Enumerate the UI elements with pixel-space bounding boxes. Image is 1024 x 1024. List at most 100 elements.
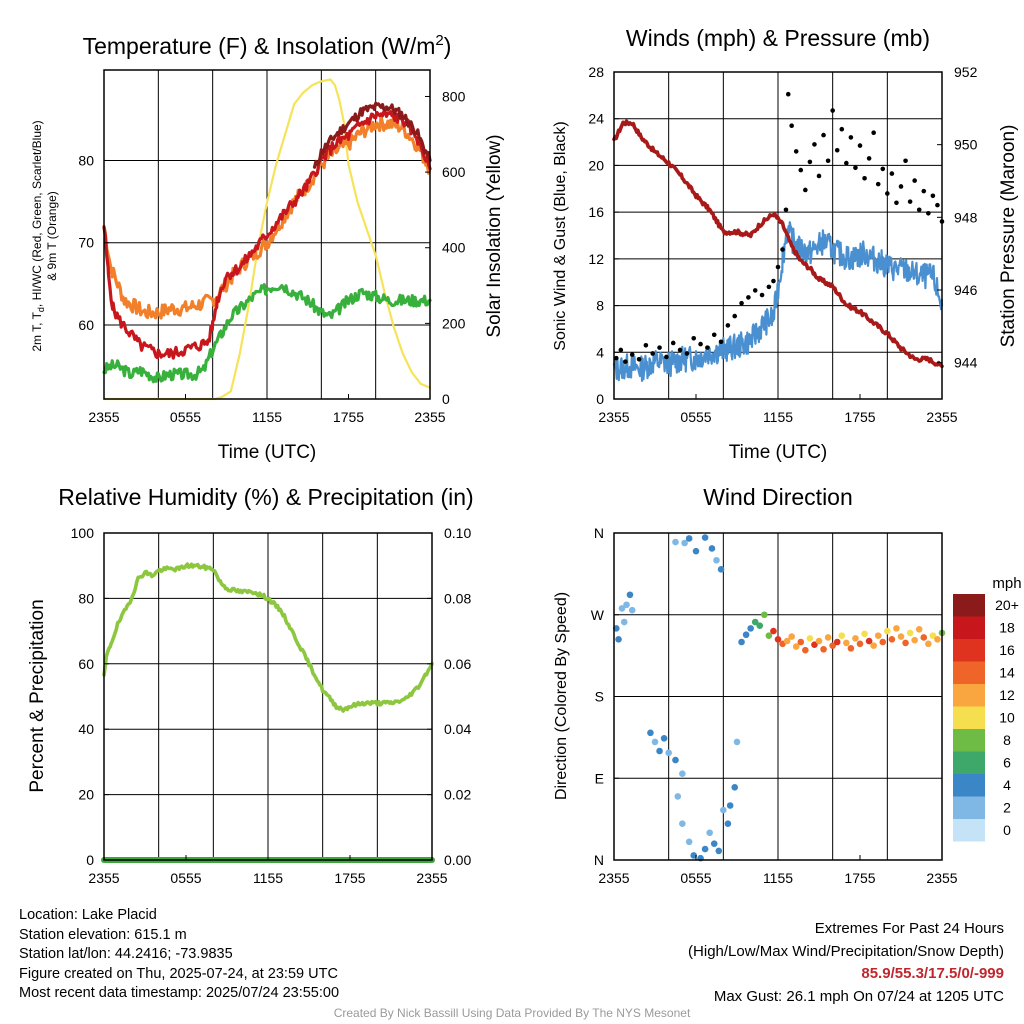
direction-point <box>843 639 850 647</box>
y-tick-label: 20 <box>588 157 604 173</box>
y-tick-label: 80 <box>78 152 94 168</box>
gust-point <box>926 211 931 216</box>
direction-point <box>701 534 709 541</box>
direction-point <box>788 633 795 640</box>
temp-9m-line <box>102 115 432 320</box>
direction-point <box>681 539 688 547</box>
gust-point <box>844 160 849 166</box>
gust-point <box>698 341 703 347</box>
gust-point <box>825 158 831 164</box>
gust-point <box>732 313 738 319</box>
gust-point <box>766 284 772 290</box>
speed-legend-label: 10 <box>999 710 1015 726</box>
y-tick-label: 60 <box>78 656 94 672</box>
speed-legend-swatch <box>953 661 985 684</box>
y-tick-label: N <box>594 852 604 868</box>
x-tick-label: 1155 <box>253 870 283 886</box>
y-tick-label: 80 <box>78 590 94 606</box>
direction-point <box>824 634 832 641</box>
gust-point <box>752 288 758 293</box>
direction-point <box>879 638 887 646</box>
extremes-legend: (High/Low/Max Wind/Precipitation/Snow De… <box>688 942 1004 960</box>
gust-point <box>889 171 895 176</box>
direction-point <box>672 756 679 764</box>
direction-point <box>660 734 668 742</box>
speed-legend-swatch <box>953 774 985 797</box>
humidity-panel: 0 20 40 60 80 100 0.00 0.02 0.04 0.06 0.08 0.10 2355… <box>27 484 474 886</box>
direction-point <box>774 635 782 643</box>
speed-legend-swatch <box>953 594 985 617</box>
y2-tick-label: 948 <box>954 209 978 225</box>
direction-point <box>884 627 891 635</box>
direction-point <box>717 566 725 573</box>
x-tick-label: 1755 <box>334 870 365 886</box>
direction-point <box>706 829 713 837</box>
gust-point <box>921 188 927 194</box>
gust-point <box>785 91 791 97</box>
gust-point <box>821 132 826 138</box>
y-tick-label: 28 <box>588 64 604 80</box>
humidity-title: Relative Humidity (%) & Precipitation (i… <box>58 484 473 510</box>
gust-point <box>759 292 765 298</box>
direction-point <box>806 635 814 642</box>
gust-point <box>746 295 751 300</box>
direction-point <box>672 538 679 546</box>
direction-point <box>838 632 846 639</box>
max-gust: Max Gust: 26.1 mph On 07/24 at 1205 UTC <box>713 987 1004 1005</box>
humidity-line <box>102 562 434 713</box>
solar-y-label: Solar Insolation (Yellow) <box>484 134 505 337</box>
x-tick-label: 2355 <box>416 870 447 886</box>
humidity-grid <box>104 533 432 860</box>
gust-point <box>830 108 835 113</box>
y-tick-label: W <box>591 607 605 623</box>
direction-point <box>893 625 900 632</box>
dewpoint-line <box>102 283 432 384</box>
y-tick-label: 12 <box>588 251 604 267</box>
gust-point <box>650 351 656 356</box>
direction-point <box>618 605 626 612</box>
direction-point <box>733 738 741 746</box>
gust-point <box>670 340 676 346</box>
direction-point <box>665 749 672 757</box>
speed-legend-swatch <box>953 639 985 662</box>
gust-point <box>885 191 890 196</box>
gust-point <box>739 300 744 306</box>
gust-point <box>657 345 662 350</box>
gust-point <box>780 247 785 252</box>
temperature-x-label: Time (UTC) <box>218 442 317 463</box>
direction-point <box>692 547 700 555</box>
direction-point <box>847 645 855 652</box>
y2-tick-label: 0.10 <box>444 525 471 541</box>
y2-tick-label: 944 <box>954 355 978 371</box>
direction-point <box>888 635 896 643</box>
gust-point <box>771 278 776 284</box>
speed-legend-swatch <box>953 706 985 729</box>
gust-point <box>866 156 872 161</box>
direction-point <box>679 820 686 827</box>
station-elevation: Station elevation: 615.1 m <box>19 926 187 943</box>
direction-point <box>756 622 764 629</box>
gust-point <box>684 351 690 356</box>
y-tick-label: 0 <box>596 391 604 407</box>
direction-point <box>615 635 622 643</box>
recent-data-timestamp: Most recent data timestamp: 2025/07/24 2… <box>19 985 340 1001</box>
speed-legend-label: 20+ <box>995 597 1019 613</box>
speed-legend-swatch <box>953 796 985 819</box>
x-tick-label: 1155 <box>763 870 793 886</box>
direction-panel: N E S W N 2355 0555 1155 1755 2355 Wind Direction… <box>553 484 1022 886</box>
direction-point <box>783 637 791 645</box>
direction-grid <box>614 533 942 860</box>
speed-legend-label: 2 <box>1003 800 1011 816</box>
gust-point <box>898 184 904 189</box>
gust-point <box>618 347 624 353</box>
gust-point <box>848 135 854 140</box>
gust-point <box>711 332 717 338</box>
direction-point <box>720 806 727 814</box>
x-tick-label: 0555 <box>680 409 711 425</box>
gust-point <box>862 175 867 181</box>
y-tick-label: S <box>595 689 604 705</box>
gust-point <box>853 165 858 171</box>
speed-legend-swatch <box>953 684 985 707</box>
speed-legend-swatch <box>953 616 985 639</box>
